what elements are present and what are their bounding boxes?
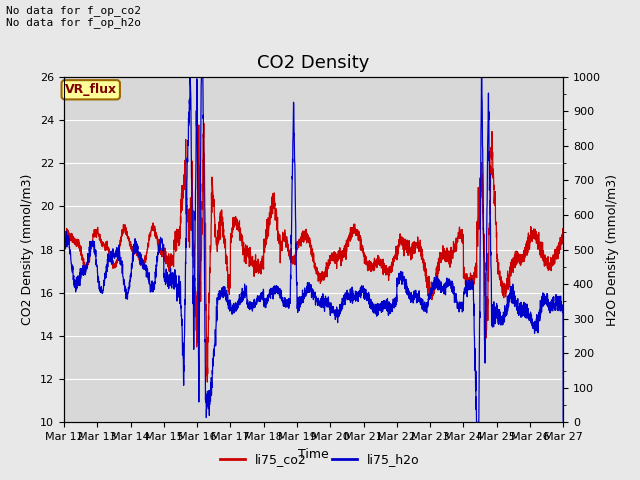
Text: VR_flux: VR_flux (65, 84, 116, 96)
Y-axis label: H2O Density (mmol/m3): H2O Density (mmol/m3) (607, 174, 620, 325)
Title: CO2 Density: CO2 Density (257, 54, 370, 72)
X-axis label: Time: Time (298, 448, 329, 461)
Y-axis label: CO2 Density (mmol/m3): CO2 Density (mmol/m3) (22, 174, 35, 325)
Text: No data for f_op_co2
No data for f_op_h2o: No data for f_op_co2 No data for f_op_h2… (6, 5, 141, 28)
Legend: li75_co2, li75_h2o: li75_co2, li75_h2o (215, 448, 425, 471)
